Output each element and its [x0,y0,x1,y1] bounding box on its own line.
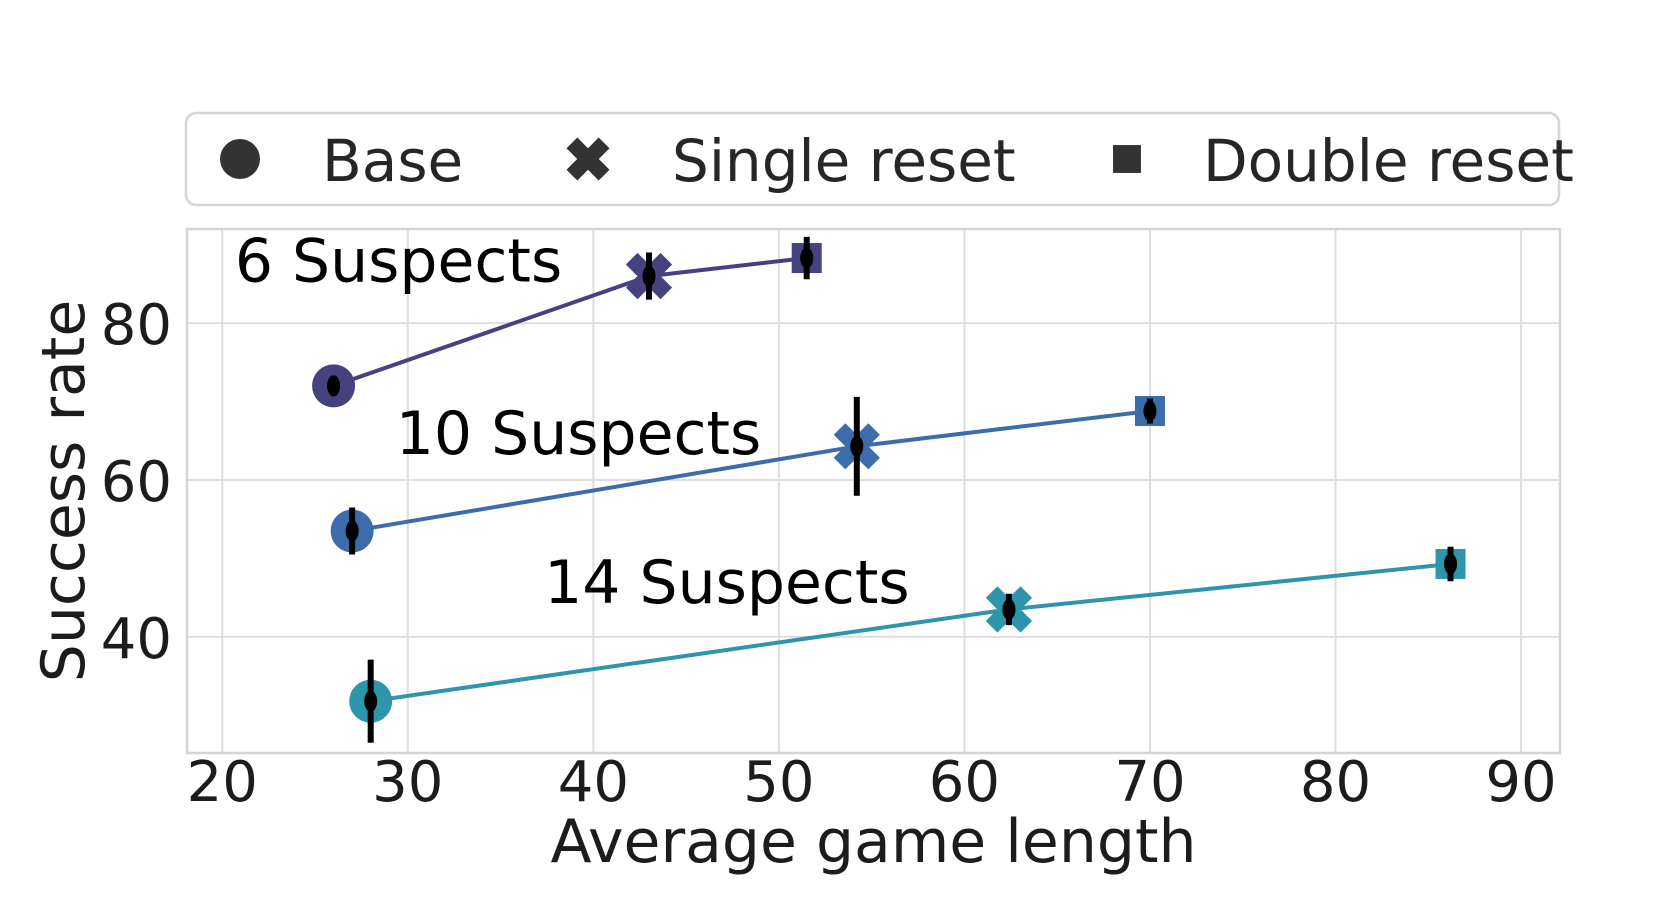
errorbar-center-dot-single-reset-10-suspects [850,435,864,457]
x-tick-label-60: 60 [929,750,1000,815]
x-tick-label-20: 20 [187,750,258,815]
y-tick-label-60: 60 [101,450,172,515]
y-tick-label-40: 40 [101,607,172,672]
errorbar-center-dot-double-reset-14-suspects [1444,553,1458,575]
legend-box [184,111,1561,207]
annotation-14-suspects: 14 Suspects [544,548,910,618]
y-axis-label: Success rate [29,300,99,682]
x-tick-label-30: 30 [372,750,443,815]
legend-item-double-reset: Double reset [1113,127,1574,195]
errorbar-center-dot-base-14-suspects [364,690,378,712]
legend-label-double-reset: Double reset [1203,127,1574,195]
errorbar-center-dot-base-6-suspects [327,375,341,397]
x-tick-label-50: 50 [743,750,814,815]
x-tick-label-70: 70 [1114,750,1185,815]
errorbar-center-dot-double-reset-6-suspects [800,247,814,269]
legend-item-base: Base [220,127,463,195]
errorbar-center-dot-base-10-suspects [345,520,359,542]
errorbar-center-dot-double-reset-10-suspects [1143,400,1157,422]
errorbar-center-dot-single-reset-14-suspects [1002,598,1016,620]
legend-label-base: Base [322,127,463,195]
legend-item-single-reset: Single reset [566,127,1016,195]
errorbar-center-dot-single-reset-6-suspects [642,265,656,287]
annotation-10-suspects: 10 Suspects [396,399,762,469]
legend-marker-square-icon [1113,145,1141,173]
x-tick-label-90: 90 [1485,750,1556,815]
legend-marker-circle-icon [220,139,260,179]
legend-marker-x-icon [566,137,610,181]
legend-label-single-reset: Single reset [672,127,1016,195]
legend: Base Single reset Double reset [184,111,1574,207]
annotation-6-suspects: 6 Suspects [235,226,562,296]
y-tick-label-80: 80 [101,293,172,358]
x-tick-label-40: 40 [558,750,629,815]
x-axis-label: Average game length [551,807,1197,877]
x-tick-label-80: 80 [1300,750,1371,815]
plot-frame [185,227,1562,755]
